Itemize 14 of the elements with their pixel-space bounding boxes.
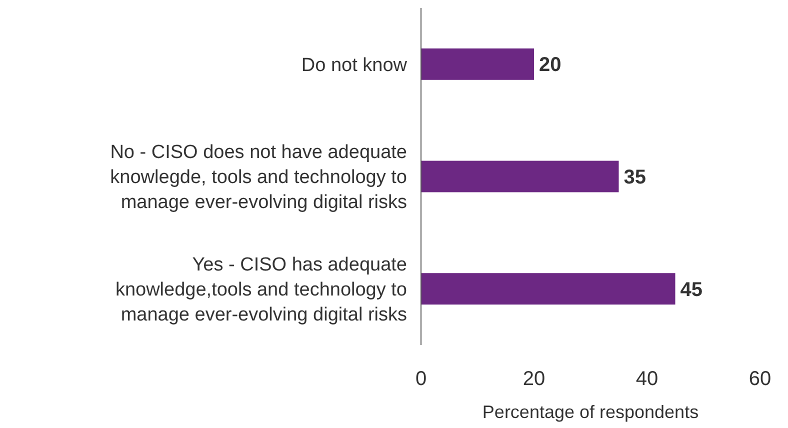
bar	[421, 273, 676, 305]
bar	[421, 48, 534, 80]
x-tick-label: 20	[522, 368, 546, 390]
x-tick-label: 60	[748, 368, 772, 390]
y-tick-label: No - CISO does not have adequate knowlegde, tools and technology to manage ever-evolving digital risks	[110, 142, 407, 214]
y-tick-label: Yes - CISO has adequate knowledge,tools and technology to manage ever-evolving digital risks	[115, 254, 407, 326]
data-label: 45	[680, 278, 702, 301]
x-tick-label: 0	[415, 368, 427, 390]
x-tick-label: 40	[636, 368, 658, 390]
data-label: 20	[539, 54, 562, 76]
y-tick-label: Do not know	[301, 54, 408, 76]
data-label: 35	[624, 166, 646, 188]
x-axis-title: Percentage of respondents	[482, 402, 699, 422]
bar	[421, 160, 619, 192]
